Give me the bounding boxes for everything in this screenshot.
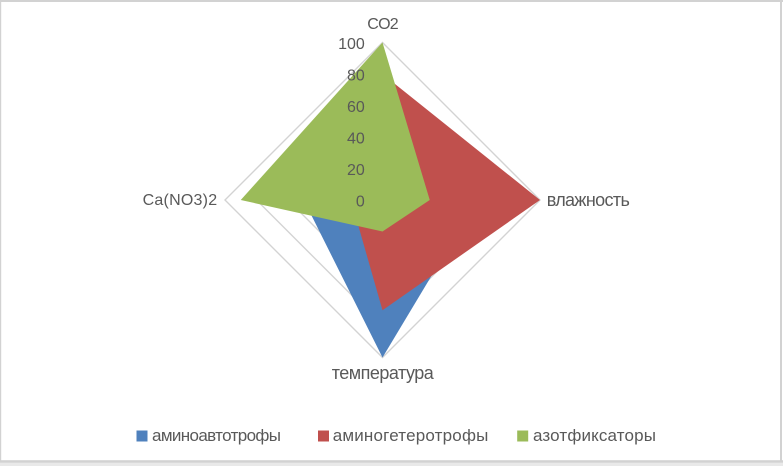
svg-text:80: 80	[347, 68, 365, 85]
svg-text:0: 0	[356, 194, 365, 211]
svg-text:влажность: влажность	[547, 190, 630, 210]
svg-text:40: 40	[347, 131, 365, 148]
svg-text:100: 100	[338, 36, 365, 53]
svg-text:60: 60	[347, 99, 365, 116]
svg-text:Ca(NO3)2: Ca(NO3)2	[143, 192, 218, 209]
svg-text:CO2: CO2	[367, 16, 399, 33]
svg-text:20: 20	[347, 162, 365, 179]
svg-text:аминоавтотрофы: аминоавтотрофы	[152, 426, 281, 445]
svg-text:аминогетеротрофы: аминогетеротрофы	[333, 426, 489, 445]
svg-text:азотфиксаторы: азотфиксаторы	[533, 426, 656, 445]
svg-text:температура: температура	[332, 363, 435, 383]
